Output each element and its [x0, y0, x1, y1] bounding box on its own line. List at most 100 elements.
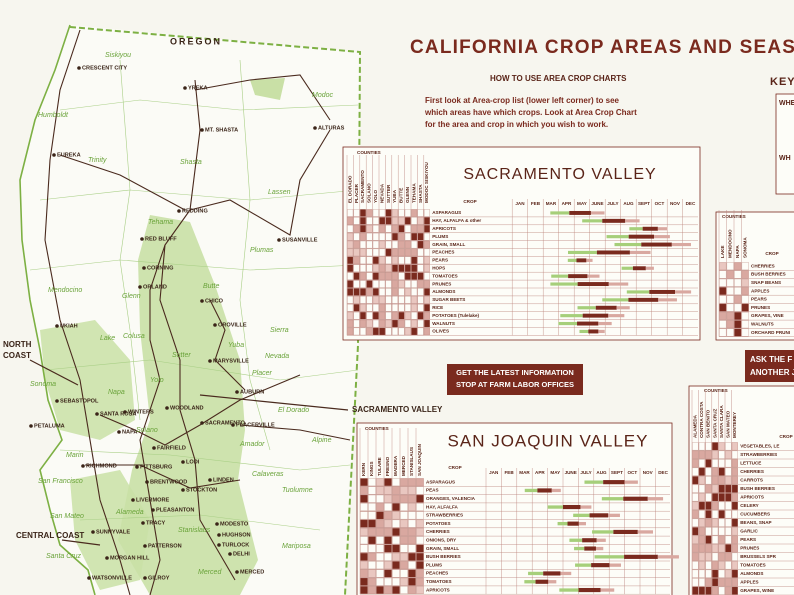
- town-label: SUSANVILLE: [282, 237, 318, 243]
- county-cell: [712, 493, 719, 502]
- county-cell: [366, 311, 373, 320]
- county-cell: [731, 544, 738, 553]
- county-cell: [404, 327, 411, 336]
- county-cell: [376, 577, 384, 586]
- town-dot: [217, 543, 221, 547]
- county-cell: [692, 527, 699, 536]
- crop-name: TOMATOES: [740, 562, 766, 567]
- county-cell: [366, 280, 373, 288]
- how-to-line: which areas have which crops. Look at Ar…: [424, 108, 637, 117]
- crop-name: ALMONDS: [740, 571, 763, 576]
- county-cell: [360, 528, 368, 536]
- crop-label: CROP: [765, 251, 778, 256]
- county-cell: [408, 478, 416, 487]
- county-cell: [376, 494, 384, 503]
- crop-name: ORCHARD PRUNI: [751, 330, 790, 335]
- county-cell: [712, 476, 719, 485]
- county-cell: [368, 478, 376, 487]
- county-cell: [385, 311, 392, 320]
- county-cell: [385, 232, 392, 241]
- county-header: MONTEREY: [732, 412, 737, 438]
- county-cell: [353, 311, 360, 320]
- county-header: STANISLAUS: [409, 447, 414, 476]
- county-cell: [366, 209, 373, 217]
- county-cell: [712, 518, 719, 527]
- season-tail: [586, 258, 593, 262]
- county-cell: [718, 552, 725, 561]
- county-cell: [712, 510, 719, 519]
- county-cell: [705, 561, 712, 570]
- month-header: FEB: [505, 470, 515, 475]
- county-cell: [411, 217, 418, 225]
- county-cell: [734, 262, 742, 271]
- season-peak: [602, 218, 626, 223]
- county-header: NEVADA: [379, 183, 384, 203]
- season-tail: [551, 488, 561, 493]
- crop-name: HAY, ALFALFA: [426, 504, 459, 509]
- crop-name: GRAIN, SMALL: [432, 242, 465, 247]
- crop-name: CHERRIES: [751, 263, 775, 268]
- county-cell: [404, 232, 411, 241]
- season-lead: [550, 282, 578, 286]
- county-header: MENDOCINO: [727, 229, 732, 258]
- county-cell: [392, 569, 400, 578]
- valley-region: [118, 215, 258, 595]
- crop-label: CROP: [779, 434, 792, 439]
- county-cell: [408, 561, 416, 570]
- county-cell: [705, 501, 712, 510]
- month-header: AUG: [596, 470, 607, 475]
- county-cell: [731, 467, 738, 476]
- county-cell: [424, 225, 430, 233]
- season-lead: [621, 266, 633, 270]
- season-tail: [595, 546, 604, 551]
- town-label: LINDEN: [213, 477, 234, 483]
- county-cell: [360, 561, 368, 570]
- county-cell: [398, 288, 405, 296]
- county-header: YUBA: [392, 189, 397, 203]
- county-cell: [726, 320, 734, 329]
- county-cell: [353, 304, 360, 312]
- county-label: Humboldt: [38, 112, 69, 119]
- town-dot: [131, 498, 135, 502]
- county-cell: [347, 280, 354, 288]
- county-cell: [705, 450, 712, 459]
- county-cell: [692, 493, 699, 502]
- county-header: SAN MATEO: [726, 410, 731, 438]
- season-lead: [524, 488, 538, 493]
- county-cell: [692, 552, 699, 561]
- town-dot: [81, 464, 85, 468]
- county-label: Alameda: [115, 509, 144, 516]
- county-cell: [726, 295, 734, 304]
- county-cell: [353, 217, 360, 225]
- county-cell: [385, 225, 392, 233]
- county-cell: [379, 209, 386, 217]
- county-cell: [725, 586, 732, 595]
- county-cell: [392, 577, 400, 586]
- season-lead: [557, 521, 568, 526]
- county-cell: [712, 586, 719, 595]
- county-cell: [718, 569, 725, 578]
- county-header: SAN BENITO: [706, 409, 711, 438]
- county-cell: [360, 272, 366, 280]
- county-cell: [734, 312, 742, 320]
- county-cell: [376, 503, 384, 511]
- county-cell: [712, 561, 719, 570]
- season-tail: [616, 306, 630, 310]
- county-cell: [417, 248, 424, 257]
- county-cell: [741, 278, 749, 287]
- county-label: Plumas: [250, 247, 274, 254]
- county-cell: [705, 510, 712, 519]
- county-cell: [368, 586, 376, 594]
- county-cell: [416, 519, 424, 528]
- crop-name: APPLES: [740, 579, 758, 584]
- county-cell: [408, 486, 416, 495]
- county-cell: [366, 264, 373, 272]
- county-cell: [392, 528, 400, 536]
- county-cell: [712, 501, 719, 510]
- town-dot: [200, 299, 204, 303]
- season-peak: [568, 274, 588, 279]
- month-header: JUNE: [565, 470, 577, 475]
- county-cell: [360, 264, 366, 272]
- county-cell: [731, 450, 738, 459]
